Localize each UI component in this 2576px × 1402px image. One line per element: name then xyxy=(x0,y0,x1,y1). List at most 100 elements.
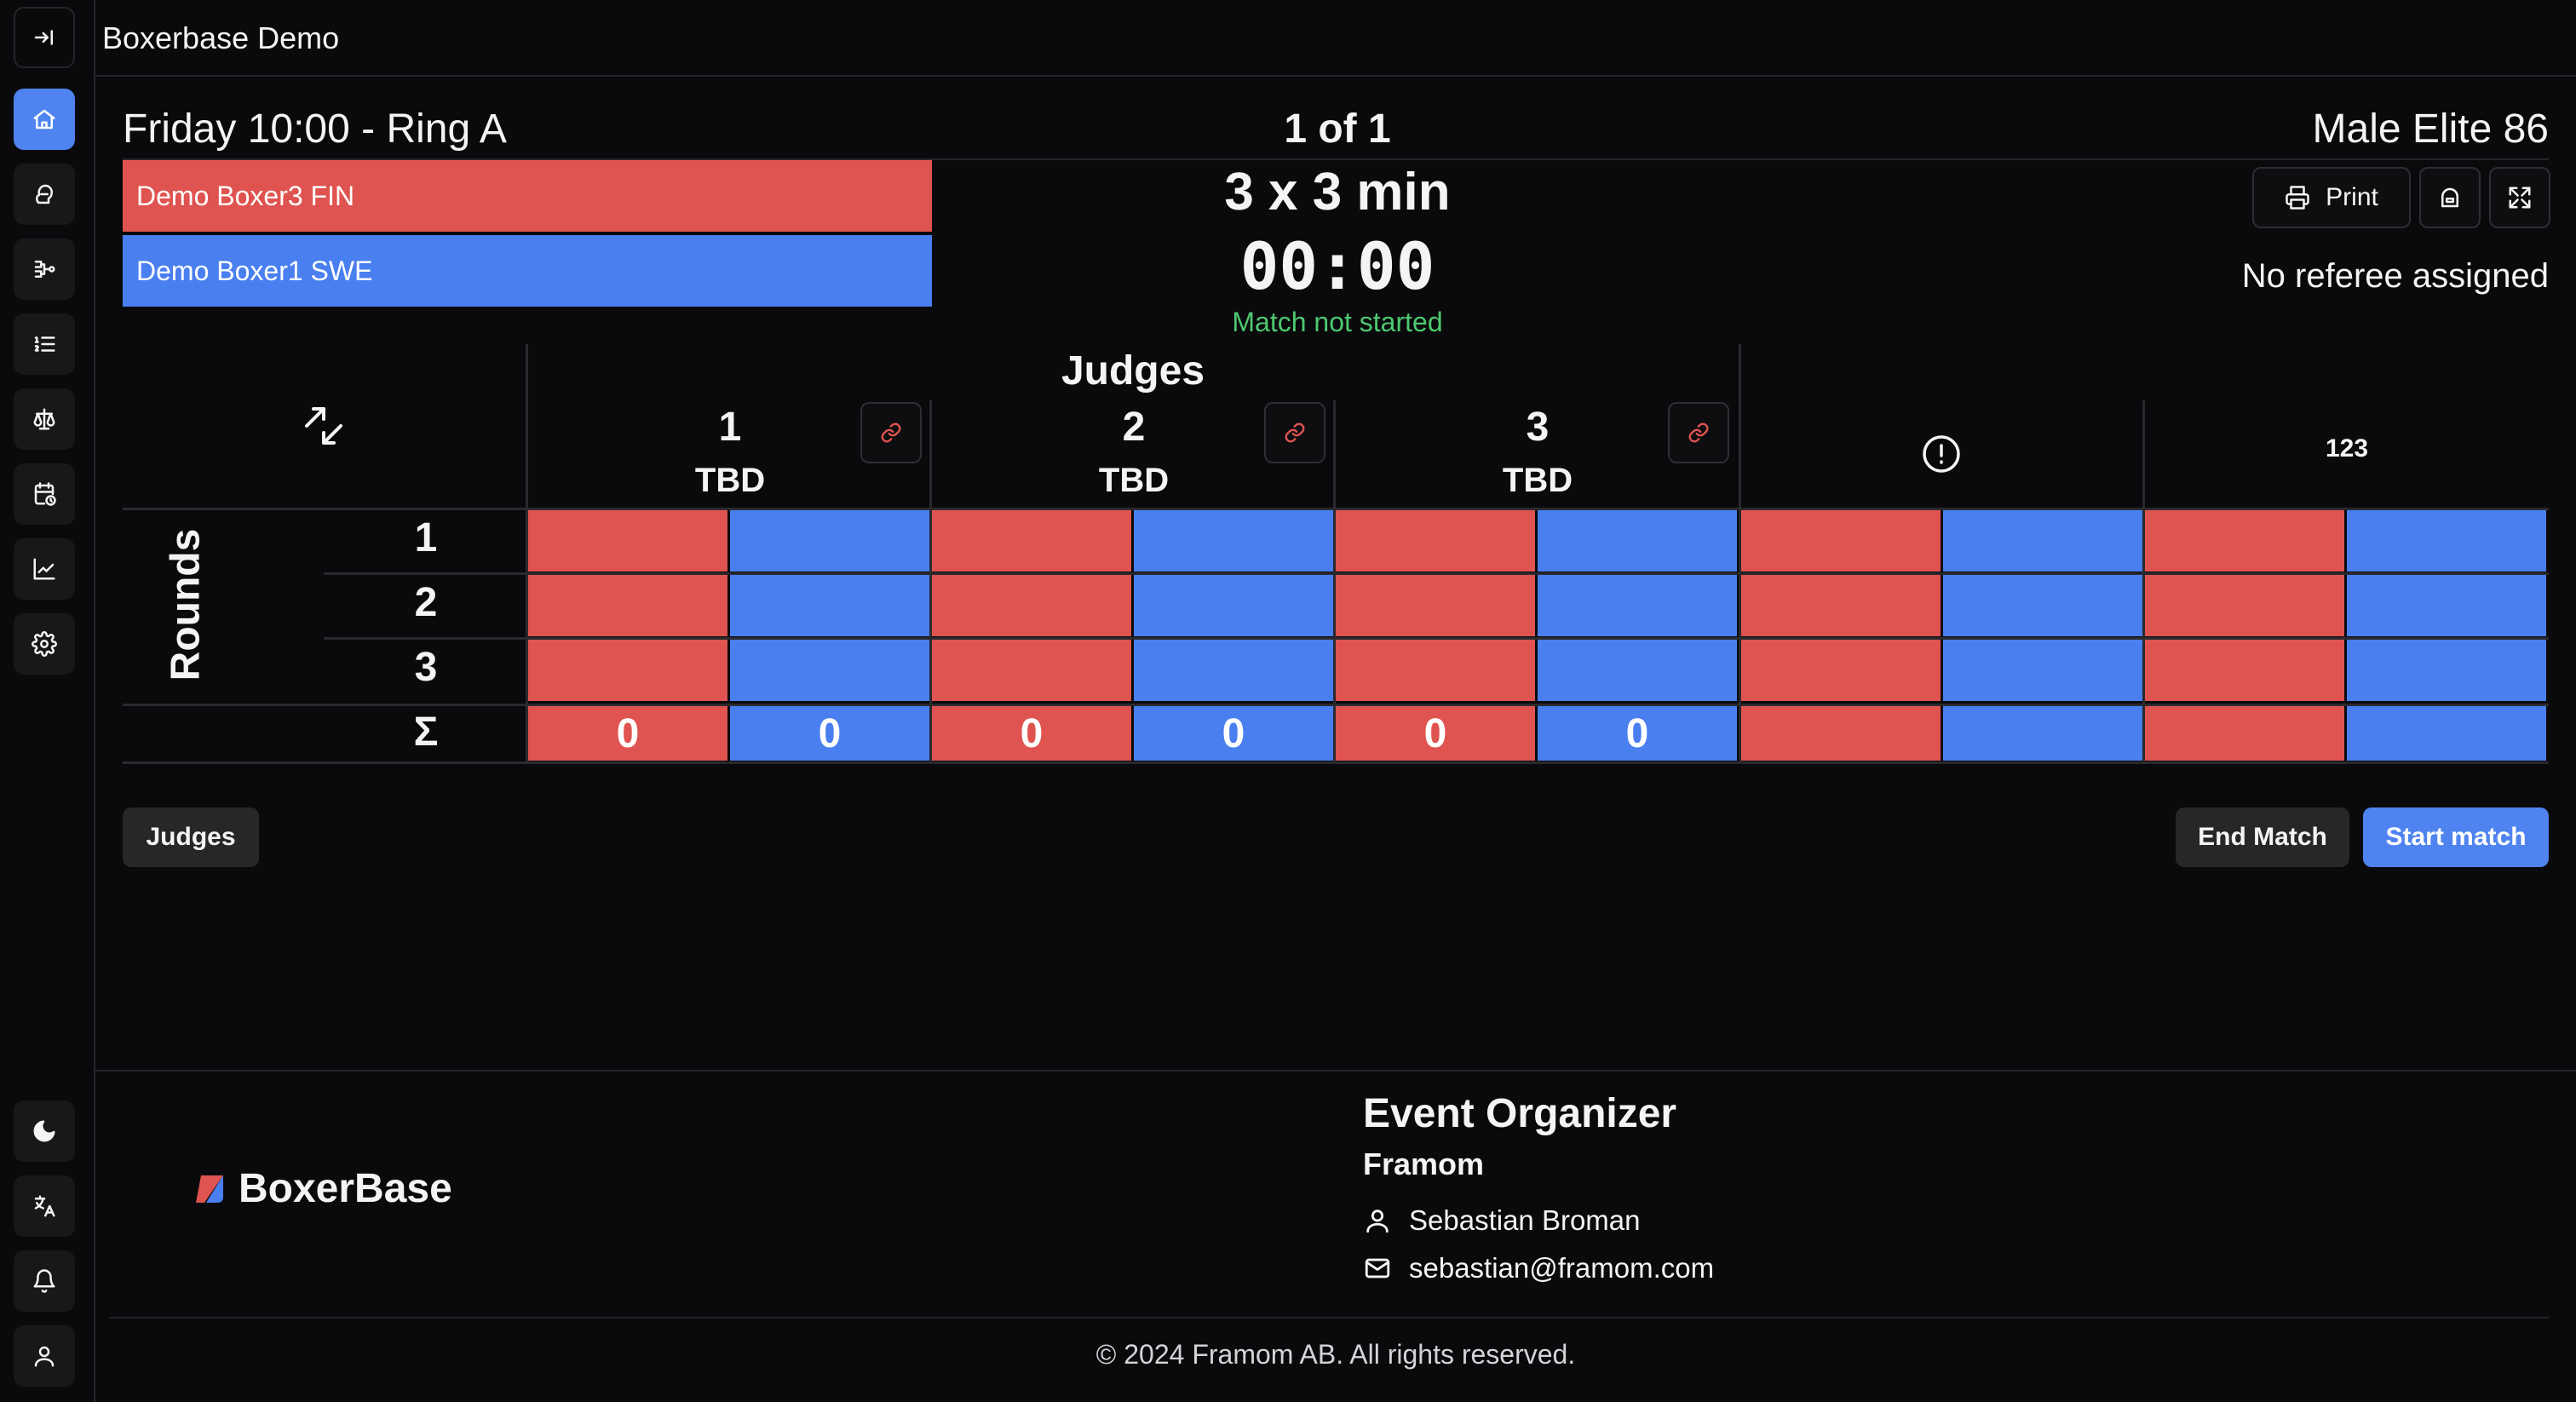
judge-1-round-2-red-score[interactable] xyxy=(528,575,727,636)
user-icon xyxy=(34,1346,55,1367)
judge-2-red-total: 0 xyxy=(932,706,1131,761)
numbers-round-2-red-score[interactable] xyxy=(2145,575,2344,636)
contact-email-row[interactable]: sebastian@framom.com xyxy=(1363,1252,1714,1284)
sidebar-item-statistics[interactable] xyxy=(14,538,75,600)
judge-1-round-2-blue-score[interactable] xyxy=(730,575,929,636)
grid-line xyxy=(2142,400,2145,761)
judge-1-link-button[interactable] xyxy=(860,402,922,463)
judge-2-round-2-red-score[interactable] xyxy=(932,575,1131,636)
start-match-button[interactable]: Start match xyxy=(2363,807,2549,867)
sidebar-item-brackets[interactable] xyxy=(14,238,75,300)
collapse-sidebar-button[interactable] xyxy=(14,7,75,68)
copyright: © 2024 Framom AB. All rights reserved. xyxy=(1095,1339,1576,1370)
numbers-round-3-blue-score[interactable] xyxy=(2347,640,2546,701)
judge-3-round-3-blue-score[interactable] xyxy=(1538,640,1737,701)
judge-3-name: TBD xyxy=(1502,462,1573,499)
helmet-button[interactable] xyxy=(2419,167,2481,228)
contact-email[interactable]: sebastian@framom.com xyxy=(1409,1252,1715,1284)
end-match-button[interactable]: End Match xyxy=(2176,807,2349,867)
match-status: Match not started xyxy=(1232,307,1443,337)
judge-2-number: 2 xyxy=(1122,405,1146,450)
warnings-round-2-blue-score[interactable] xyxy=(1943,575,2142,636)
sidebar-item-weigh-in[interactable] xyxy=(14,388,75,450)
judge-1-round-3-blue-score[interactable] xyxy=(730,640,929,701)
judge-3-round-1-blue-score[interactable] xyxy=(1538,510,1737,572)
judge-2-round-1-blue-score[interactable] xyxy=(1134,510,1333,572)
warnings-column-header xyxy=(1920,433,1963,475)
footer-divider xyxy=(95,1070,2576,1072)
judge-1-round-1-blue-score[interactable] xyxy=(730,510,929,572)
judge-1-round-3-red-score[interactable] xyxy=(528,640,727,701)
brand-logo[interactable]: BoxerBase xyxy=(193,1165,452,1212)
theme-toggle-button[interactable] xyxy=(14,1100,75,1162)
organizer-title: Event Organizer xyxy=(1363,1091,1677,1136)
sidebar-item-schedule[interactable] xyxy=(14,463,75,525)
judge-3-red-total: 0 xyxy=(1336,706,1535,761)
blue-corner-boxer: Demo Boxer1 SWE xyxy=(123,235,932,307)
numbers-column-header: 123 xyxy=(2145,434,2549,463)
judge-2-blue-total: 0 xyxy=(1134,706,1333,761)
collapse-icon xyxy=(34,30,53,45)
link-icon xyxy=(1285,422,1305,443)
warnings-round-1-blue-score[interactable] xyxy=(1943,510,2142,572)
numbers-round-3-red-score[interactable] xyxy=(2145,640,2344,701)
alert-circle-icon xyxy=(1923,435,1960,473)
sum-symbol: Σ xyxy=(413,710,439,755)
judge-2-round-1-red-score[interactable] xyxy=(932,510,1131,572)
warnings-round-2-red-score[interactable] xyxy=(1741,575,1941,636)
header-divider xyxy=(123,158,2549,160)
language-button[interactable] xyxy=(14,1175,75,1237)
numbers-round-1-blue-score[interactable] xyxy=(2347,510,2546,572)
calendar-clock-icon xyxy=(34,482,56,506)
bracket-icon xyxy=(34,261,55,278)
match-category: Male Elite 86 xyxy=(2312,106,2549,152)
grid-line xyxy=(123,761,2549,764)
judge-2-round-3-red-score[interactable] xyxy=(932,640,1131,701)
grid-line xyxy=(929,400,932,761)
contact-name: Sebastian Broman xyxy=(1409,1204,1641,1236)
numbers-round-2-blue-score[interactable] xyxy=(2347,575,2546,636)
print-button-label: Print xyxy=(2326,183,2378,211)
sidebar xyxy=(0,0,95,1402)
numbers-red-total xyxy=(2145,706,2344,761)
judge-3-round-2-blue-score[interactable] xyxy=(1538,575,1737,636)
judge-3-round-1-red-score[interactable] xyxy=(1336,510,1535,572)
user-icon xyxy=(1366,1210,1389,1233)
judge-1-blue-total: 0 xyxy=(730,706,929,761)
print-button[interactable]: Print xyxy=(2252,167,2411,228)
match-clock: 00:00 xyxy=(1239,228,1435,304)
profile-button[interactable] xyxy=(14,1325,75,1387)
warnings-round-1-red-score[interactable] xyxy=(1741,510,1941,572)
judge-3-blue-total: 0 xyxy=(1538,706,1737,761)
judge-2-name: TBD xyxy=(1098,462,1170,499)
judges-heading: Judges xyxy=(1061,348,1205,394)
judge-1-red-total: 0 xyxy=(528,706,727,761)
numbers-icon: 123 xyxy=(2325,434,2369,463)
swap-corners-button[interactable] xyxy=(298,400,349,451)
notifications-button[interactable] xyxy=(14,1250,75,1312)
translate-icon xyxy=(34,1195,55,1217)
judge-1-name: TBD xyxy=(694,462,766,499)
sidebar-item-home[interactable] xyxy=(14,89,75,150)
judge-3-round-2-red-score[interactable] xyxy=(1336,575,1535,636)
judges-button[interactable]: Judges xyxy=(123,807,259,867)
match-duration: 3 x 3 min xyxy=(1224,163,1451,221)
judge-3-round-3-red-score[interactable] xyxy=(1336,640,1535,701)
grid-line xyxy=(324,637,2549,640)
fullscreen-button[interactable] xyxy=(2489,167,2550,228)
judge-1-round-1-red-score[interactable] xyxy=(528,510,727,572)
warnings-round-3-red-score[interactable] xyxy=(1741,640,1941,701)
judge-3-link-button[interactable] xyxy=(1668,402,1729,463)
numbers-round-1-red-score[interactable] xyxy=(2145,510,2344,572)
judge-2-round-3-blue-score[interactable] xyxy=(1134,640,1333,701)
link-icon xyxy=(881,422,901,443)
mail-icon xyxy=(1365,1258,1390,1278)
warnings-blue-total xyxy=(1943,706,2142,761)
judge-2-link-button[interactable] xyxy=(1264,402,1325,463)
sidebar-item-settings[interactable] xyxy=(14,613,75,675)
judge-2-round-2-blue-score[interactable] xyxy=(1134,575,1333,636)
warnings-round-3-blue-score[interactable] xyxy=(1943,640,2142,701)
sidebar-item-boxers[interactable] xyxy=(14,164,75,225)
sidebar-item-results[interactable] xyxy=(14,313,75,375)
